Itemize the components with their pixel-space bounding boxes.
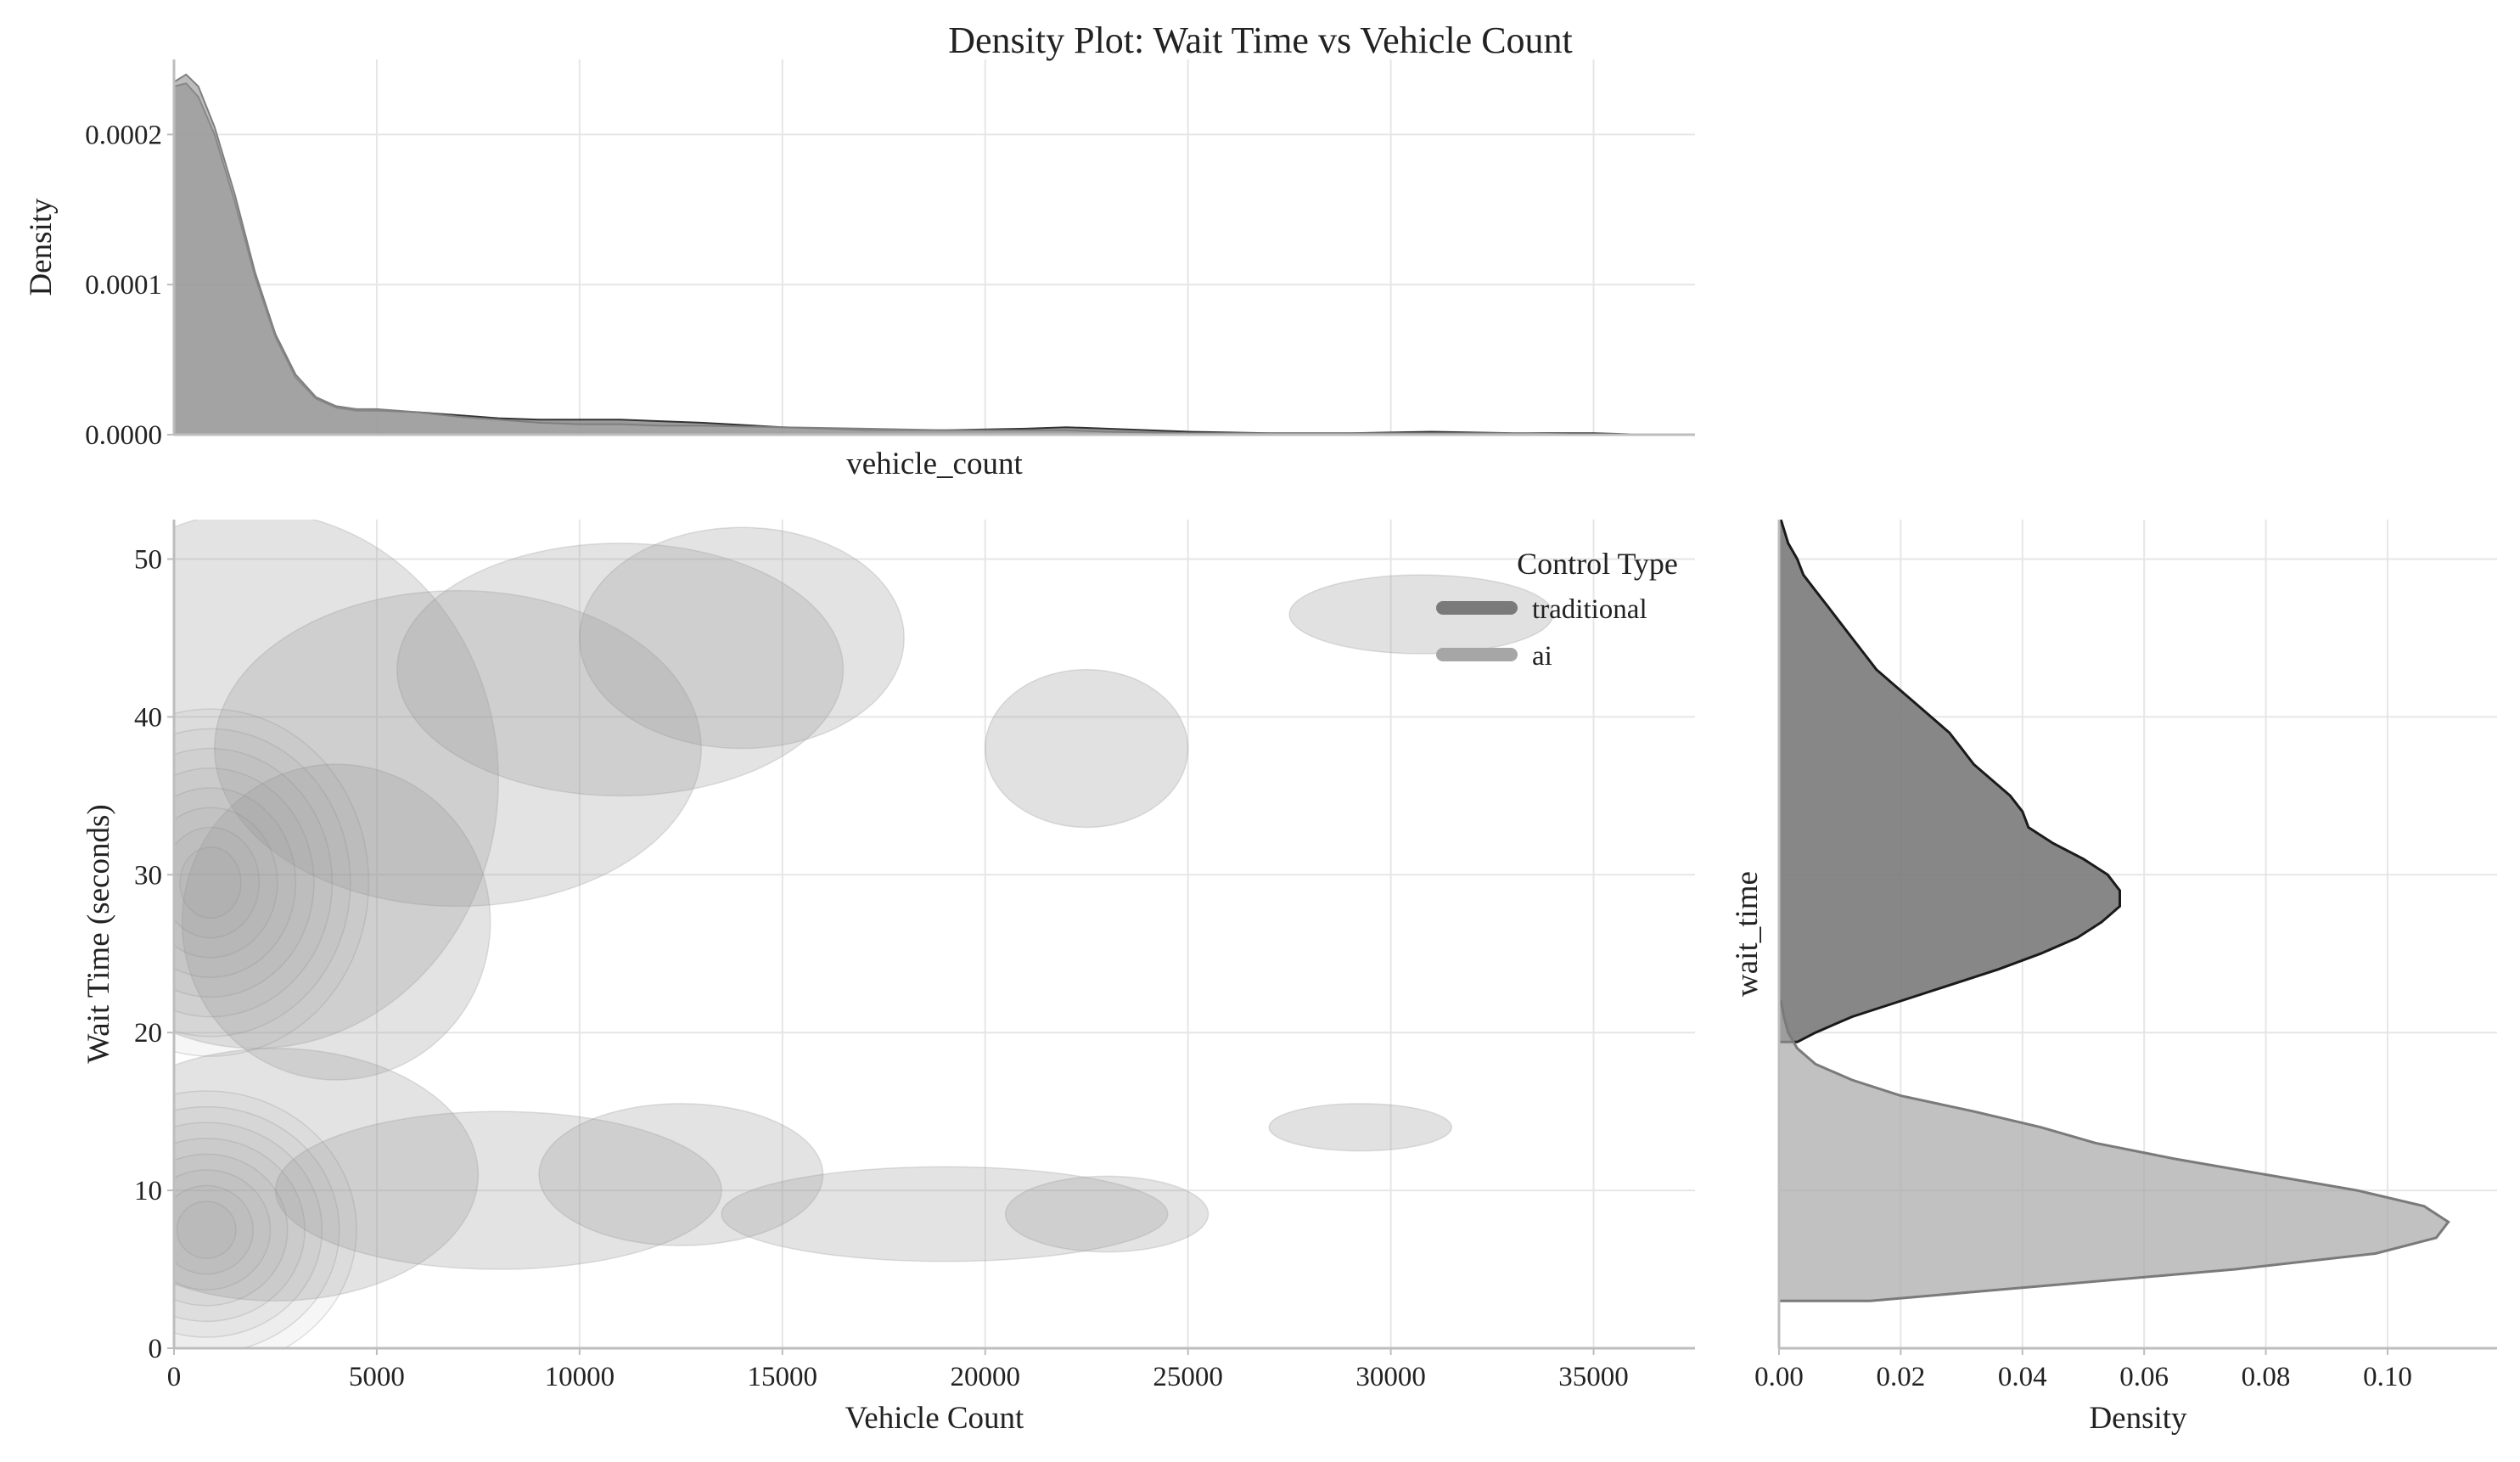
traditional-kde-outer-contour	[579, 526, 905, 750]
joint-x-tick-label: 20000	[950, 1362, 1020, 1392]
traditional-kde-contour-level	[174, 708, 370, 1057]
traditional-kde-cluster	[1288, 574, 1554, 655]
ai-kde-contour-level	[174, 1105, 340, 1348]
top-y-tick-label: 0.0000	[85, 420, 162, 451]
joint-y-tick-label: 20	[134, 1018, 162, 1049]
ai-kde-contour-level	[174, 1122, 323, 1338]
ai-kde-contour-level	[174, 1184, 254, 1275]
joint-y-tick-label: 30	[134, 860, 162, 891]
right-x-tick-label: 0.10	[2363, 1362, 2412, 1392]
right-marginal-panel: 0.00 0.02 0.04 0.06 0.08 0.10 Density wait_ti…	[1730, 520, 2497, 1436]
top-y-axis-label: Density	[24, 198, 59, 296]
right-x-ticks: 0.00 0.02 0.04 0.06 0.08 0.10	[1754, 1348, 2412, 1392]
ai-kde-contour-level	[174, 1090, 357, 1348]
ai-kde-contour-level	[174, 1169, 272, 1290]
joint-y-axis-label: Wait Time (seconds)	[81, 804, 116, 1063]
joint-x-tick-label: 25000	[1153, 1362, 1223, 1392]
top-density-area-traditional	[174, 82, 1647, 435]
right-x-tick-label: 0.02	[1877, 1362, 1926, 1392]
top-marginal-panel: 0.0000 0.0001 0.0002 vehicle_count Density	[24, 59, 1695, 481]
ai-kde-contour-level	[174, 1153, 289, 1307]
top-density-areas	[174, 73, 1647, 435]
joint-y-ticks: 0 10 20 30 40 50	[134, 544, 174, 1364]
legend-label-ai: ai	[1532, 641, 1552, 672]
joint-y-tick-label: 50	[134, 544, 162, 575]
traditional-kde-contour-level	[179, 846, 242, 919]
traditional-kde-outer-contour	[214, 589, 702, 908]
joint-x-tick-label: 30000	[1355, 1362, 1426, 1392]
ai-kde-contour-level	[174, 1138, 306, 1323]
legend-label-traditional: traditional	[1532, 594, 1647, 625]
traditional-kde-contour-level	[174, 787, 297, 978]
right-x-tick-label: 0.00	[1754, 1362, 1804, 1392]
top-y-ticks: 0.0000 0.0001 0.0002	[85, 120, 174, 451]
traditional-kde-contour-level	[174, 728, 351, 1037]
legend: Control Type traditional ai	[1436, 547, 1678, 672]
traditional-kde-outer-contour	[174, 520, 499, 1049]
joint-x-axis-label: Vehicle Count	[845, 1401, 1024, 1436]
traditional-kde-contour-level	[174, 807, 278, 959]
joint-x-tick-label: 10000	[545, 1362, 615, 1392]
top-density-area-ai	[174, 73, 1647, 435]
joint-x-ticks: 0 5000 10000 15000 20000 25000 30000 35000	[167, 1348, 1629, 1392]
traditional-kde-contour-level	[174, 747, 334, 1018]
traditional-kde-outer-contour	[396, 543, 845, 797]
ai-kde-outer-contour	[174, 1048, 480, 1302]
right-x-tick-label: 0.06	[2119, 1362, 2169, 1392]
right-x-tick-label: 0.04	[1998, 1362, 2047, 1392]
right-x-axis-label: Density	[2089, 1401, 2187, 1436]
ai-kde-outer-contour	[538, 1103, 824, 1246]
ai-kde-contour-level	[176, 1201, 237, 1259]
ai-kde-outer-contour	[1004, 1175, 1209, 1253]
right-density-areas	[1779, 520, 2450, 1302]
traditional-kde-outer-contour	[181, 763, 491, 1081]
right-density-area-ai	[1779, 999, 2450, 1302]
joint-x-tick-label: 0	[167, 1362, 182, 1392]
traditional-kde-contour-level	[174, 826, 261, 939]
joint-y-tick-label: 10	[134, 1176, 162, 1206]
ai-kde-cluster	[1268, 1103, 1453, 1152]
chart-title: Density Plot: Wait Time vs Vehicle Count	[948, 20, 1573, 61]
joint-x-tick-label: 15000	[748, 1362, 818, 1392]
joint-x-tick-label: 35000	[1558, 1362, 1629, 1392]
traditional-kde-contour-level	[174, 768, 315, 998]
right-x-tick-label: 0.08	[2242, 1362, 2291, 1392]
traditional-kde-cluster	[984, 668, 1189, 829]
top-y-tick-label: 0.0001	[85, 270, 162, 301]
top-gridlines	[173, 59, 1695, 436]
joint-x-tick-label: 5000	[349, 1362, 405, 1392]
right-y-axis-label: wait_time	[1730, 871, 1765, 997]
top-x-axis-label: vehicle_count	[846, 447, 1023, 481]
legend-title: Control Type	[1517, 547, 1678, 581]
right-density-area-traditional	[1779, 520, 2121, 1043]
joint-kde-contours	[174, 520, 1554, 1348]
joint-y-tick-label: 0	[149, 1334, 163, 1364]
joint-panel: 0 5000 10000 15000 20000 25000 30000 35000 0 10 2…	[81, 520, 1695, 1436]
ai-kde-outer-contour	[721, 1166, 1169, 1262]
top-y-tick-label: 0.0002	[85, 120, 162, 150]
joint-y-tick-label: 40	[134, 702, 162, 733]
ai-kde-outer-contour	[274, 1111, 722, 1270]
